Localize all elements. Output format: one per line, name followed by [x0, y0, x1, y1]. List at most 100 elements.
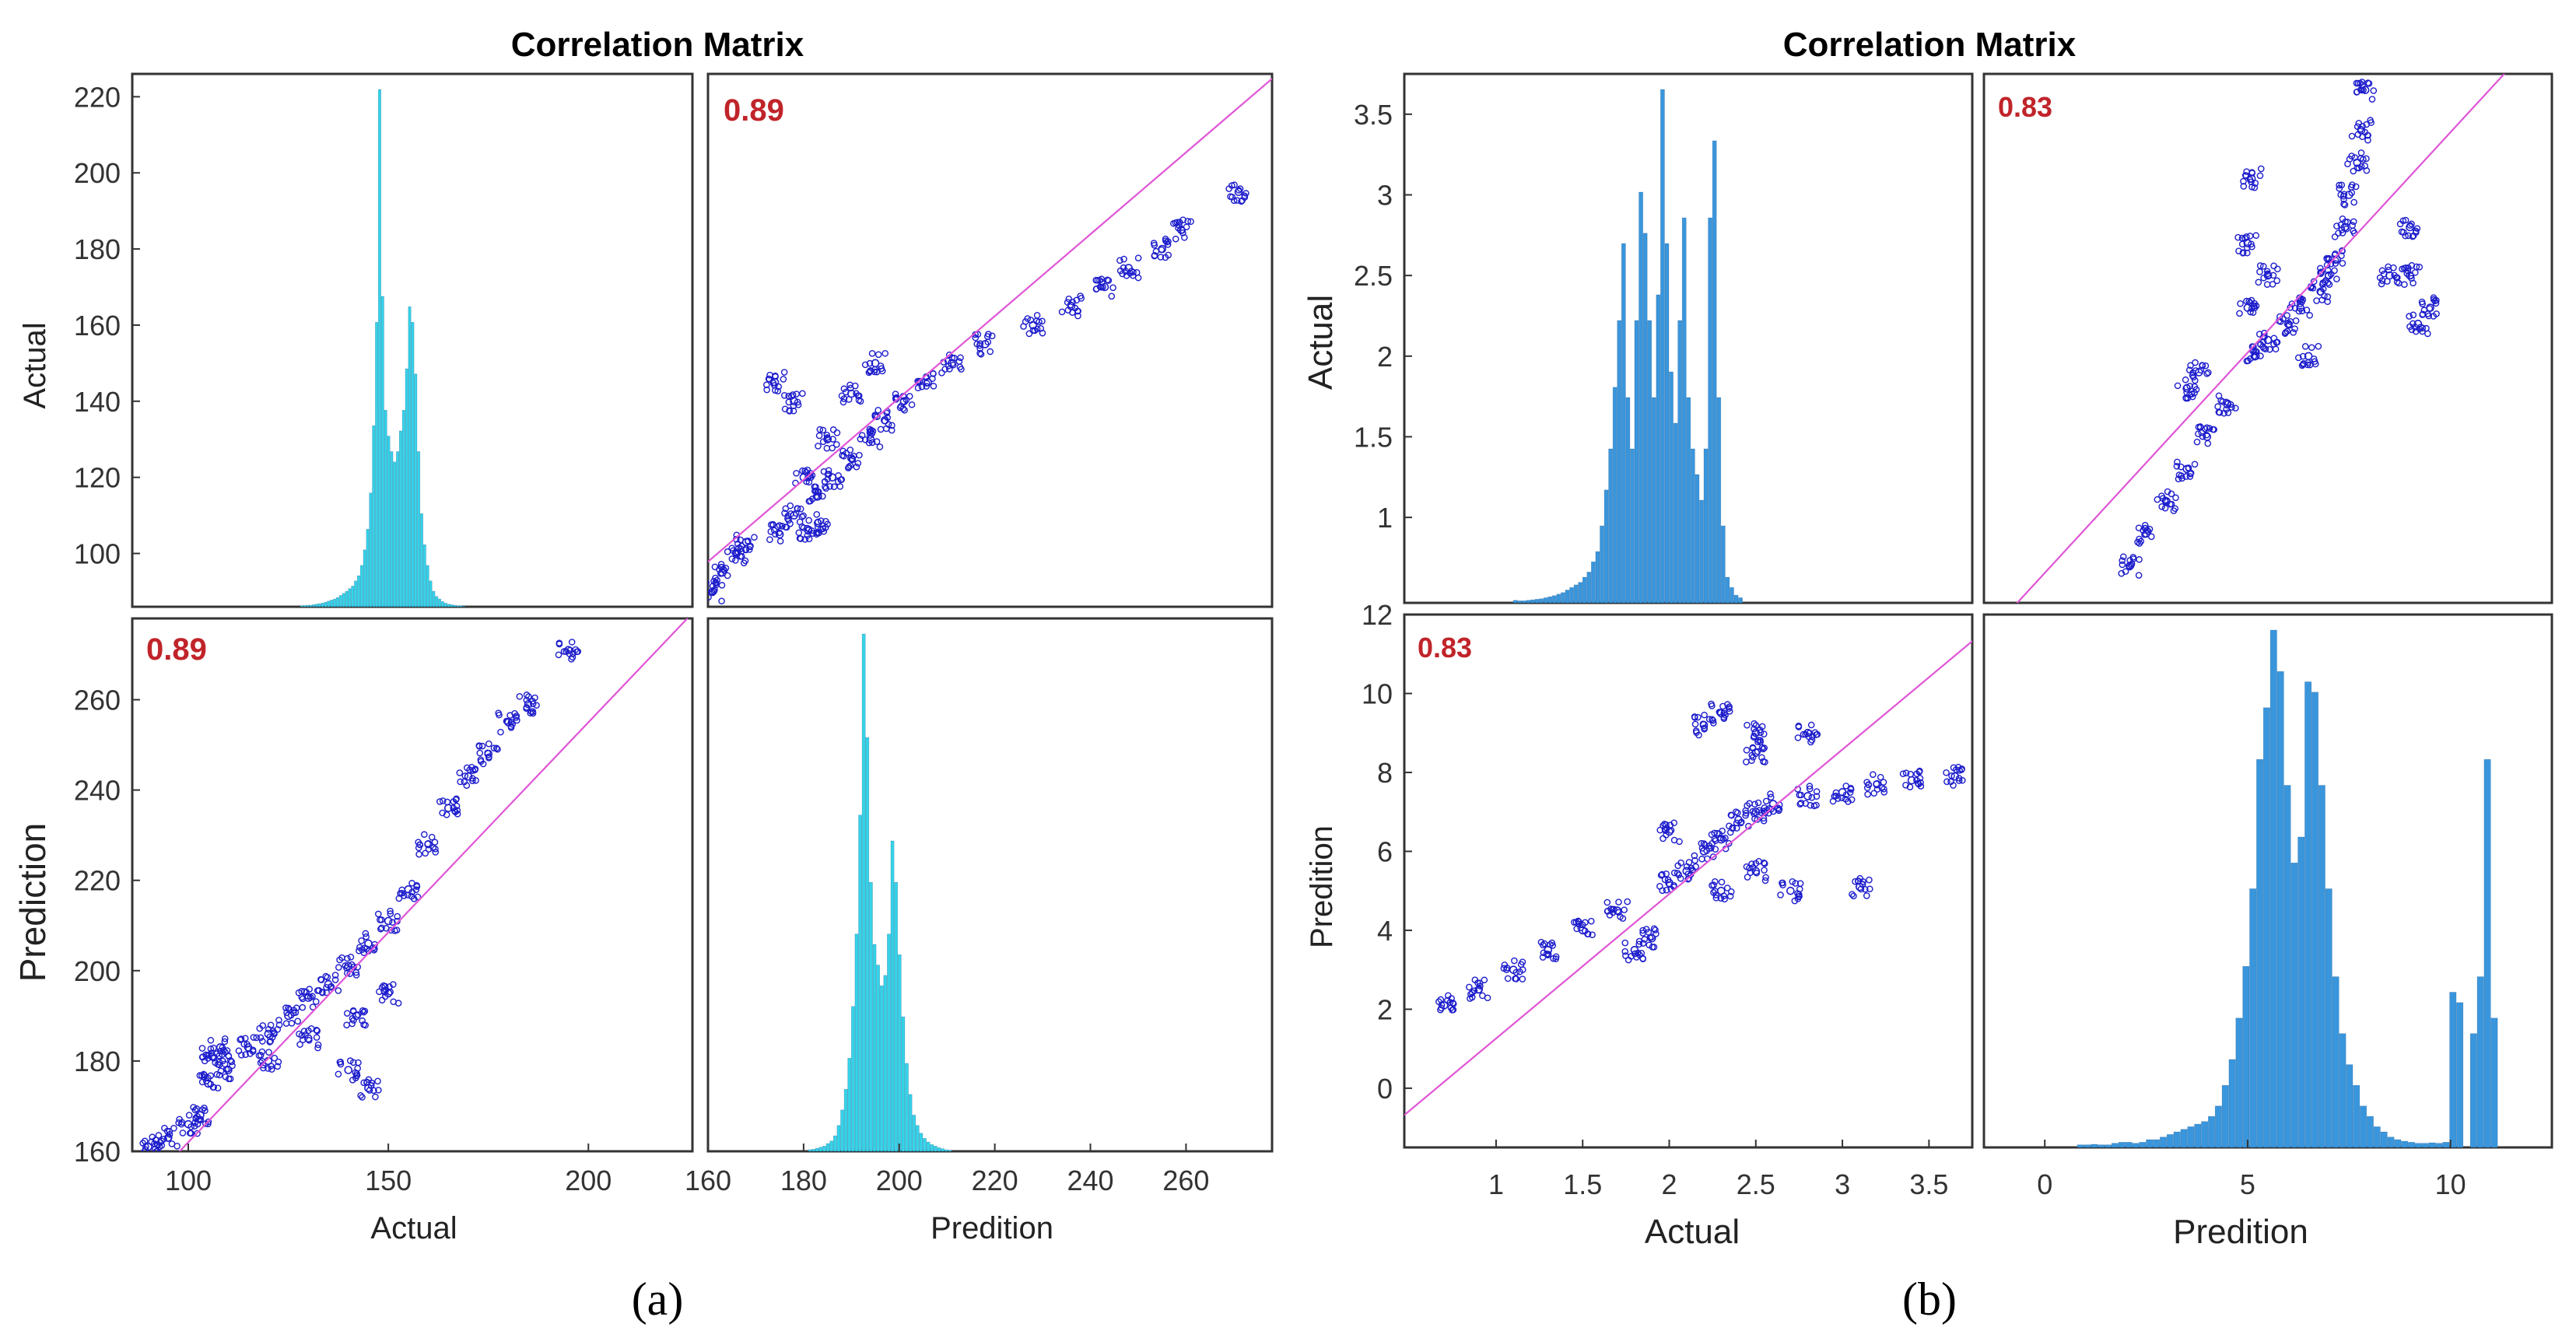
scatter-a-lower-point [296, 1030, 303, 1038]
scatter-b-lower-point [1751, 810, 1758, 818]
scatter-a-lower-point [378, 996, 386, 1004]
scatter-b-lower-point [1448, 995, 1455, 1002]
scatter-b-lower-point [1800, 730, 1807, 738]
scatter-a-upper-point [801, 468, 808, 475]
scatter-a-upper-point [813, 511, 821, 518]
scatter-b-lower-point [1794, 734, 1802, 741]
scatter-a-lower-point [343, 965, 350, 972]
hist-b-prediction-bar [2146, 1139, 2154, 1148]
hist-a-actual-bar [390, 451, 394, 608]
scatter-a-lower-point [237, 1036, 244, 1043]
scatter-a-lower-point [155, 1132, 163, 1139]
panel-a-bottom-left [131, 617, 694, 1153]
hist-b-actual-bar [1565, 590, 1570, 604]
hist-b-actual-bar [1733, 594, 1739, 604]
scatter-b-upper-point [2190, 373, 2197, 381]
scatter-b-upper-point [2393, 278, 2401, 285]
scatter-a-upper-point [780, 369, 788, 376]
scatter-a-upper-point [918, 383, 926, 391]
scatter-a-lower-point [378, 924, 385, 932]
scatter-b-upper-point [2243, 233, 2250, 240]
scatter-b-lower-point [1675, 871, 1683, 878]
scatter-b-upper-point [2192, 359, 2199, 366]
scatter-b-lower-point [1500, 965, 1508, 972]
scatter-b-lower-point [1711, 829, 1718, 837]
b-left-xtick-label: 2 [1662, 1168, 1677, 1200]
scatter-a-upper-point [1176, 219, 1183, 226]
scatter-b-upper-point [2331, 267, 2338, 275]
hist-b-prediction-bar [2394, 1139, 2402, 1148]
a-top-ytick-label: 100 [74, 538, 121, 570]
scatter-b-upper-point [2202, 362, 2210, 370]
scatter-a-upper-point [767, 527, 775, 535]
scatter-a-lower-point [335, 987, 342, 994]
scatter-b-upper-point [2281, 330, 2289, 338]
scatter-b-lower-point [1691, 713, 1698, 721]
scatter-a-lower-point [353, 1072, 361, 1079]
scatter-b-lower-point [1693, 729, 1700, 737]
scatter-b-lower-point [1880, 789, 1888, 796]
hist-b-prediction-bar [2214, 1105, 2222, 1148]
scatter-b-upper-point [2364, 79, 2371, 86]
scatter-a-upper-point [858, 432, 866, 439]
scatter-b-lower-point [1749, 754, 1757, 761]
scatter-b-lower-point [1751, 800, 1758, 808]
scatter-a-lower-point [266, 1033, 274, 1041]
scatter-b-upper-point [2378, 280, 2385, 288]
scatter-a-lower-point [216, 1059, 223, 1066]
hist-a-actual-bar [432, 590, 436, 608]
scatter-a-lower-point [463, 782, 471, 789]
hist-b-prediction-bar [2353, 1084, 2360, 1148]
scatter-b-lower-point [1737, 819, 1744, 827]
scatter-a-upper-point [906, 393, 913, 400]
scatter-b-lower-point [1753, 869, 1761, 877]
hist-b-actual-bar [1691, 448, 1695, 604]
scatter-a-upper-point [888, 422, 895, 429]
scatter-a-upper-point [1134, 274, 1142, 282]
scatter-a-lower-point [354, 1065, 361, 1072]
panel-a-top-right [706, 72, 1274, 608]
hist-a-actual-bar [459, 605, 463, 608]
scatter-a-upper-point [1172, 235, 1179, 243]
hist-b-actual-bar [1677, 320, 1683, 604]
scatter-a-upper-point [1162, 235, 1169, 243]
scatter-a-lower-point [443, 798, 451, 806]
scatter-b-lower-point [1720, 892, 1727, 899]
scatter-b-upper-point [2338, 226, 2346, 233]
scatter-b-lower-point [1760, 817, 1768, 825]
scatter-b-upper-point [2298, 362, 2306, 370]
hist-a-actual-bar [461, 606, 465, 608]
scatter-b-upper-point [2193, 438, 2201, 446]
b-bottom-ytick-label: 8 [1377, 757, 1393, 789]
scatter-a-lower-point [398, 886, 405, 894]
hist-b-actual-bar [1561, 592, 1565, 604]
a-bottom-ytick-label: 160 [74, 1136, 121, 1168]
title-a: Correlation Matrix [511, 26, 804, 64]
b-bottom-ytick-label: 0 [1377, 1073, 1393, 1105]
scatter-a-lower-point [207, 1046, 215, 1053]
hist-b-prediction-bar [2111, 1143, 2119, 1148]
hist-a-prediction-bar [937, 1147, 941, 1152]
hist-b-actual-bar [1703, 448, 1709, 604]
scatter-b-lower-point [1659, 870, 1666, 878]
scatter-b-lower-point [1902, 769, 1910, 777]
scatter-a-upper-point [861, 361, 869, 369]
scatter-b-upper-point [2321, 292, 2328, 299]
scatter-a-lower-point [314, 1041, 322, 1049]
scatter-a-lower-point [335, 964, 342, 971]
scatter-b-lower-point [1754, 748, 1761, 755]
scatter-b-upper-point [2408, 275, 2415, 282]
scatter-b-upper-point [2182, 473, 2189, 480]
scatter-a-lower-point [166, 1130, 173, 1138]
scatter-a-lower-point [384, 916, 393, 926]
scatter-a-lower-point [572, 646, 580, 653]
a-bottom-ytick-label: 200 [74, 955, 121, 987]
chart-marks: 1001201401601802002201601802002202402601… [74, 74, 2506, 1200]
scatter-a-lower-point [314, 1027, 321, 1035]
hist-a-actual-bar [429, 580, 433, 608]
hist-b-prediction-bar [2401, 1140, 2409, 1148]
scatter-a-lower-point [213, 1070, 221, 1078]
scatter-b-lower-point [1880, 779, 1887, 786]
hist-b-prediction-bar [2208, 1116, 2216, 1148]
